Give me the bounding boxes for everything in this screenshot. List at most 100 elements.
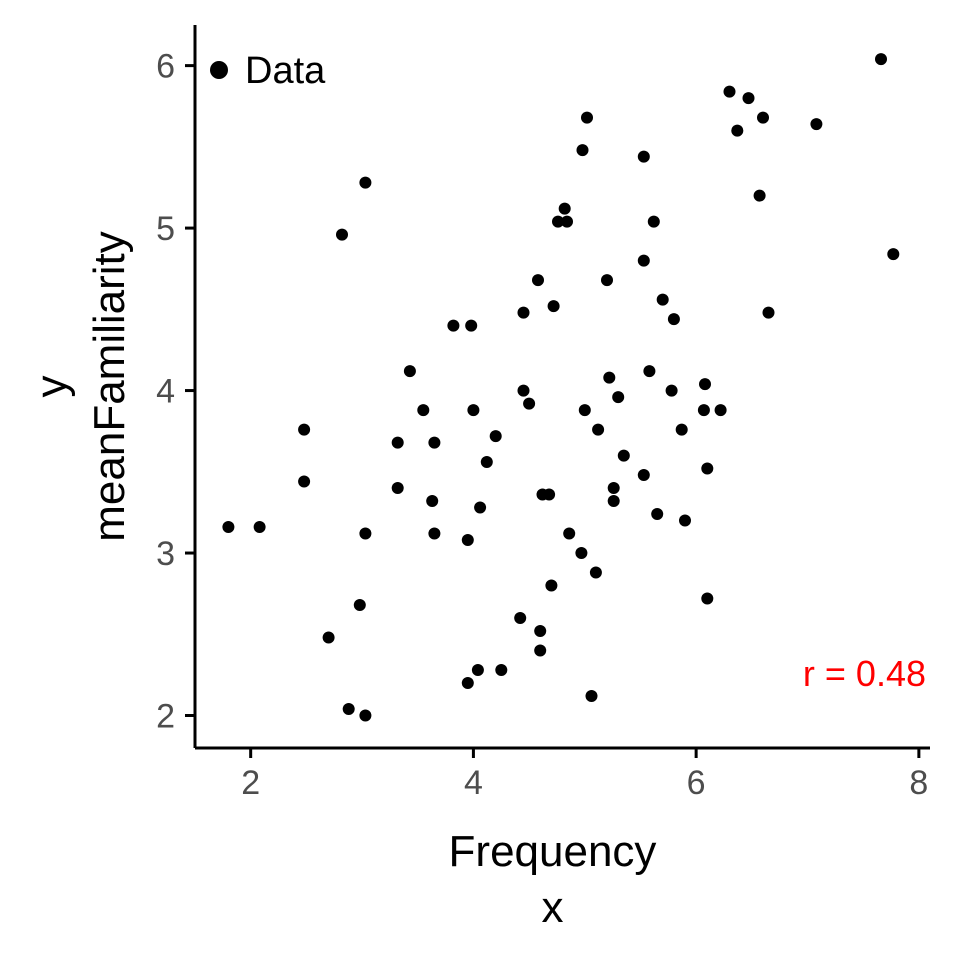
data-point	[543, 488, 556, 501]
y-tick-label: 2	[156, 698, 175, 736]
legend-marker	[210, 61, 228, 79]
data-point	[545, 579, 558, 592]
points-layer	[222, 53, 900, 722]
data-point	[592, 423, 605, 436]
data-point	[701, 462, 714, 475]
data-point	[461, 534, 474, 546]
data-point	[428, 436, 441, 449]
data-point	[471, 664, 484, 676]
data-point	[665, 384, 678, 397]
data-point	[731, 124, 744, 137]
data-point	[647, 215, 660, 228]
x-axis-subtitle: x	[542, 883, 564, 932]
data-point	[489, 430, 502, 443]
data-point	[467, 404, 480, 417]
data-point	[495, 664, 508, 676]
legend-label: Data	[245, 50, 326, 92]
data-point	[643, 365, 656, 378]
data-point	[699, 378, 711, 391]
data-point	[517, 384, 530, 397]
data-point	[534, 625, 547, 637]
y-tick-label: 5	[156, 210, 175, 248]
data-point	[417, 404, 430, 417]
data-point	[222, 521, 235, 533]
data-point	[714, 404, 727, 417]
data-point	[607, 482, 620, 494]
data-point	[701, 592, 714, 605]
x-tick-label: 2	[241, 764, 260, 802]
data-point	[612, 391, 625, 404]
y-axis-title: meanFamiliarity	[85, 231, 134, 542]
correlation-annotation: r = 0.48	[803, 653, 926, 694]
data-point	[762, 306, 775, 319]
data-point	[461, 677, 474, 689]
data-point	[667, 313, 680, 326]
data-point	[359, 176, 372, 189]
x-axis-title: Frequency	[449, 827, 657, 876]
data-point	[532, 274, 544, 287]
data-point	[552, 215, 564, 228]
y-axis-subtitle: y	[27, 376, 76, 398]
data-point	[753, 189, 766, 202]
x-tick-label: 4	[464, 764, 483, 802]
data-point	[875, 53, 887, 66]
data-point	[576, 144, 589, 157]
data-point	[810, 118, 823, 131]
data-point	[523, 397, 536, 410]
data-point	[601, 274, 613, 287]
y-tick-label: 6	[156, 48, 175, 86]
axes-layer	[185, 25, 930, 758]
y-tick-label: 3	[156, 535, 175, 573]
labels-layer: 2 4 6 8 2 3 4 5 6 Frequency x y meanFamiliarity Data r…	[27, 48, 928, 932]
data-point	[426, 495, 439, 507]
data-point	[575, 547, 588, 559]
data-point	[637, 469, 650, 481]
data-point	[336, 228, 348, 241]
data-point	[298, 423, 311, 436]
data-point	[585, 690, 598, 702]
data-point	[578, 404, 591, 417]
data-point	[447, 319, 460, 332]
data-point	[342, 703, 355, 715]
data-point	[589, 566, 602, 579]
data-point	[517, 306, 530, 319]
data-point	[391, 482, 404, 494]
x-tick-label: 8	[909, 764, 928, 802]
data-point	[651, 508, 664, 520]
data-point	[391, 436, 404, 449]
data-point	[534, 644, 547, 657]
data-point	[514, 612, 527, 624]
data-point	[637, 150, 650, 163]
data-point	[561, 215, 573, 228]
data-point	[480, 456, 493, 468]
data-point	[742, 92, 755, 105]
data-point	[697, 404, 710, 417]
data-point	[322, 631, 335, 644]
data-point	[359, 527, 372, 540]
legend: Data	[210, 50, 326, 92]
data-point	[617, 449, 630, 462]
data-point	[675, 423, 688, 436]
data-point	[887, 248, 900, 261]
x-tick-label: 6	[687, 764, 706, 802]
data-point	[723, 85, 736, 98]
data-point	[603, 371, 616, 384]
data-point	[253, 521, 266, 533]
data-point	[637, 254, 650, 267]
y-tick-label: 4	[156, 373, 175, 411]
data-point	[679, 514, 691, 527]
data-point	[563, 527, 576, 540]
data-point	[359, 709, 372, 722]
data-point	[757, 111, 769, 124]
data-point	[428, 527, 441, 540]
data-point	[353, 599, 366, 611]
data-point	[474, 501, 487, 514]
data-point	[403, 365, 416, 378]
data-point	[656, 293, 669, 306]
data-point	[547, 300, 560, 313]
data-point	[581, 111, 593, 124]
data-point	[465, 319, 478, 332]
data-point	[607, 495, 620, 507]
